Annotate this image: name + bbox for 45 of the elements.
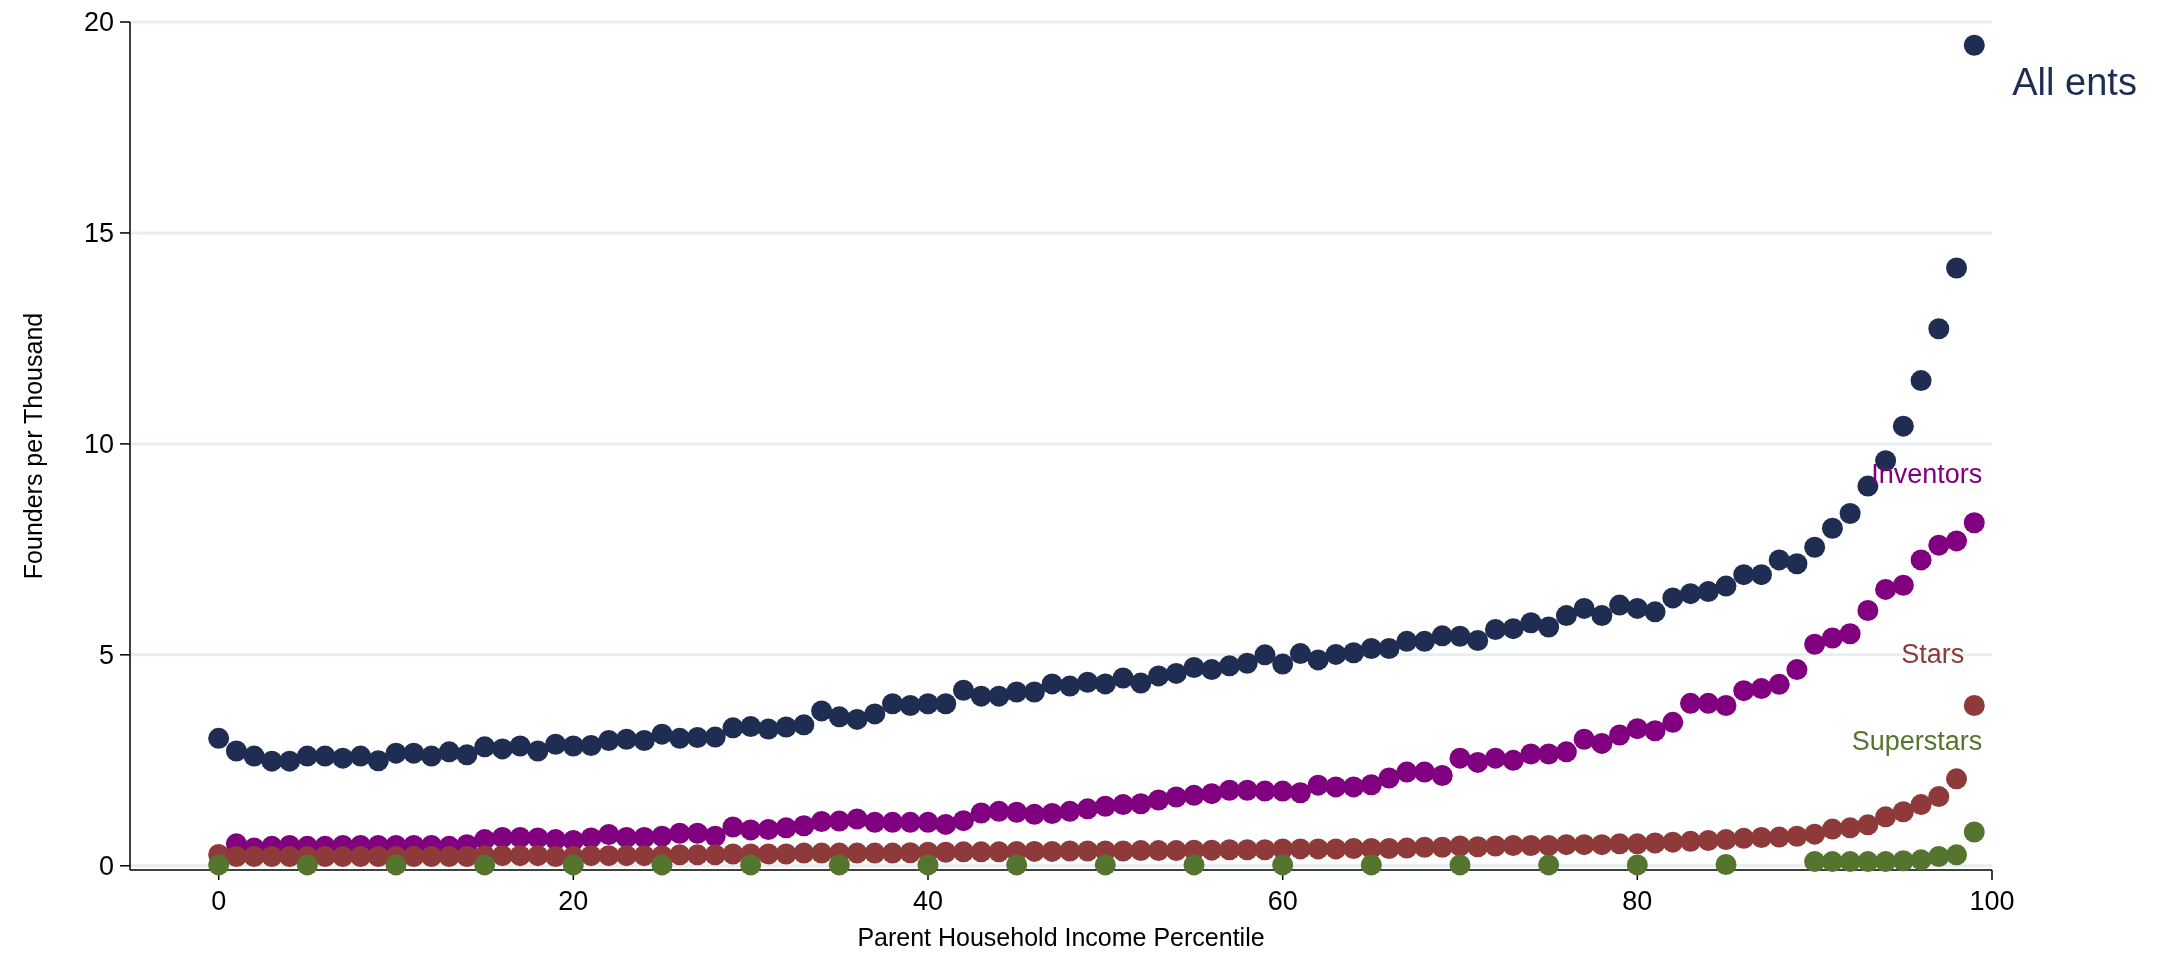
point bbox=[1857, 851, 1879, 873]
x-tick-label: 60 bbox=[1267, 886, 1298, 916]
point bbox=[1360, 854, 1382, 876]
point bbox=[1821, 851, 1843, 873]
series-label: Stars bbox=[1901, 639, 1965, 670]
point bbox=[1626, 854, 1648, 876]
y-tick-label: 20 bbox=[83, 7, 114, 38]
series-label: Inventors bbox=[1871, 458, 1983, 489]
x-axis-title: Parent Household Income Percentile bbox=[857, 923, 1265, 951]
point bbox=[1892, 850, 1914, 872]
point bbox=[296, 854, 318, 876]
point bbox=[1875, 851, 1897, 873]
point bbox=[1006, 854, 1028, 876]
point bbox=[1449, 854, 1471, 876]
x-tick-label: 40 bbox=[912, 886, 944, 916]
point bbox=[651, 854, 673, 876]
x-tick-label: 0 bbox=[211, 886, 227, 916]
point bbox=[740, 854, 762, 876]
point bbox=[1715, 854, 1737, 876]
point bbox=[828, 854, 850, 876]
x-tick-label: 100 bbox=[1969, 886, 2015, 916]
text: Superstars bbox=[1851, 726, 1983, 757]
y-tick-label: 0 bbox=[98, 851, 114, 882]
point bbox=[208, 854, 230, 876]
point bbox=[1928, 846, 1950, 867]
point bbox=[1804, 851, 1826, 873]
point bbox=[1839, 851, 1861, 873]
x-tick-label: 20 bbox=[558, 886, 589, 916]
y-tick-label: 15 bbox=[83, 218, 114, 249]
point bbox=[474, 854, 496, 876]
y-tick-label: 5 bbox=[98, 640, 114, 671]
point bbox=[1094, 854, 1116, 876]
series-label: All ents bbox=[2012, 61, 2137, 104]
point bbox=[1946, 844, 1968, 866]
point bbox=[562, 854, 584, 876]
x-tick-label: 80 bbox=[1622, 886, 1653, 916]
point bbox=[385, 854, 407, 876]
y-tick-label: 10 bbox=[83, 429, 114, 460]
y-axis-title: Founders per Thousand bbox=[19, 312, 47, 580]
point bbox=[1963, 821, 1985, 843]
point bbox=[917, 854, 939, 876]
point bbox=[1910, 849, 1932, 871]
point bbox=[1272, 854, 1294, 876]
point bbox=[1538, 854, 1560, 876]
point bbox=[1183, 854, 1205, 876]
